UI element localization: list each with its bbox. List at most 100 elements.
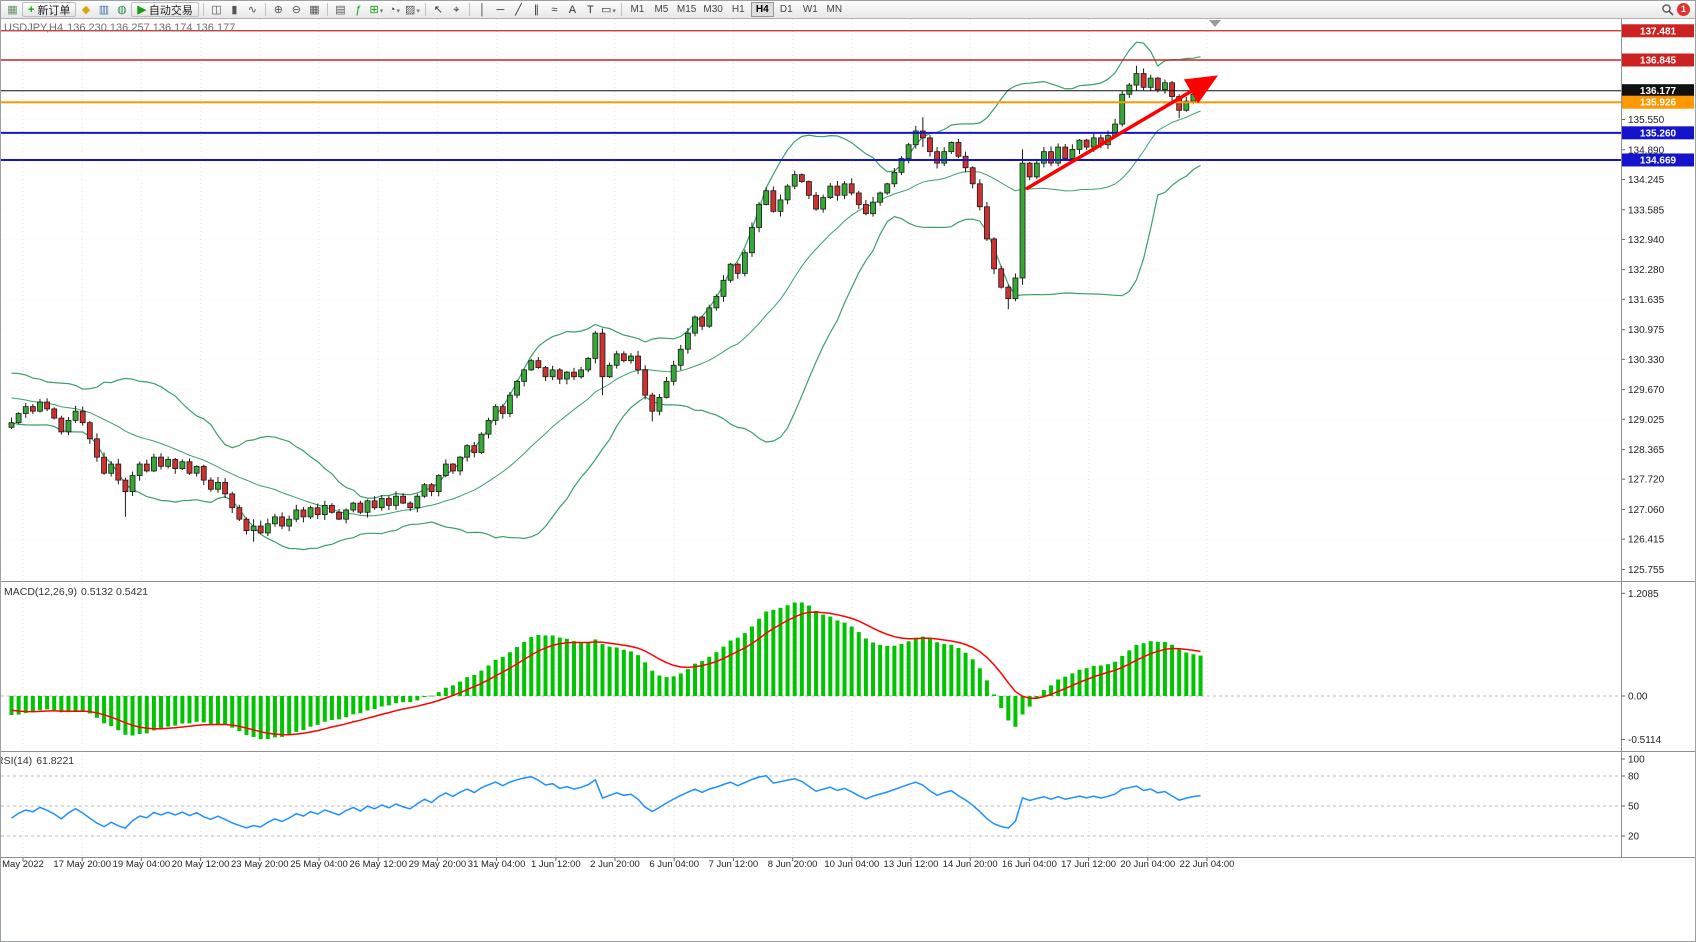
shapes-icon-dropdown: ▾ bbox=[612, 8, 616, 15]
rsi-value: 61.8221 bbox=[36, 755, 75, 767]
macd-bar bbox=[970, 659, 975, 696]
macd-bar bbox=[287, 696, 292, 736]
candle-body bbox=[976, 183, 983, 208]
macd-bar bbox=[258, 696, 263, 740]
zoom-out-icon[interactable]: ⊖ bbox=[291, 4, 302, 16]
macd-bar bbox=[707, 656, 712, 696]
chart-window-icon[interactable]: ▦ bbox=[7, 4, 18, 16]
candle-body bbox=[656, 397, 663, 412]
macd-bar bbox=[137, 696, 142, 734]
horizontal-line-icon[interactable]: ─ bbox=[496, 4, 505, 16]
macd-bar bbox=[173, 696, 178, 726]
price-badge-label: 135.260 bbox=[1640, 128, 1677, 139]
bar-chart-icon[interactable]: ◫ bbox=[211, 4, 222, 16]
bollinger-middle-band bbox=[11, 110, 1201, 517]
candlestick-chart-icon[interactable]: ▮ bbox=[231, 4, 238, 16]
candle-body bbox=[1069, 148, 1076, 159]
macd-bar bbox=[586, 642, 591, 696]
candle-body bbox=[841, 183, 848, 196]
timeframe-mn[interactable]: MN bbox=[826, 4, 843, 15]
macd-bar bbox=[73, 696, 78, 711]
text-icon[interactable]: A bbox=[568, 4, 577, 16]
macd-bar bbox=[109, 696, 114, 727]
fibonacci-icon[interactable]: ≈ bbox=[551, 4, 558, 16]
macd-bar bbox=[52, 696, 57, 710]
indicators-icon[interactable]: ƒ bbox=[355, 4, 362, 16]
toolbar-separator bbox=[424, 3, 426, 16]
vertical-line-icon[interactable]: │ bbox=[478, 4, 486, 16]
navigator-icon[interactable]: ◍ bbox=[117, 4, 127, 16]
time-label: 2 Jun 20:00 bbox=[590, 859, 640, 870]
layouts-icon[interactable]: ◆ bbox=[81, 4, 91, 16]
macd-bar bbox=[899, 644, 904, 696]
macd-bar bbox=[102, 696, 107, 724]
candle-body bbox=[891, 171, 898, 185]
templates-icon[interactable]: ▨▾ bbox=[404, 4, 420, 16]
timeframe-w1[interactable]: W1 bbox=[802, 4, 818, 15]
toolbar-separator bbox=[202, 3, 204, 16]
macd-bar bbox=[166, 696, 171, 727]
timeframe-m30[interactable]: M30 bbox=[703, 4, 723, 15]
timeframe-m5[interactable]: M5 bbox=[654, 4, 669, 15]
candle-body bbox=[927, 137, 933, 153]
auto-arrange-icon[interactable]: ▤ bbox=[335, 4, 346, 16]
macd-bar bbox=[151, 696, 156, 731]
text-label-icon[interactable]: T bbox=[587, 4, 594, 16]
candle-body bbox=[635, 355, 641, 371]
macd-bar bbox=[693, 663, 698, 696]
chart-shift-marker[interactable] bbox=[1209, 20, 1221, 27]
macd-bar bbox=[849, 626, 854, 696]
line-chart-icon[interactable]: ∿ bbox=[247, 4, 258, 16]
candle-body bbox=[905, 144, 912, 159]
price-badge bbox=[1622, 153, 1694, 167]
price-badge bbox=[1622, 24, 1694, 38]
cursor-icon[interactable]: ↖ bbox=[433, 4, 444, 16]
periods-icon[interactable]: ◔▾ bbox=[388, 4, 400, 16]
macd-bar bbox=[337, 696, 342, 720]
auto-trading-button[interactable]: ▶ 自动交易 bbox=[131, 2, 199, 17]
macd-bar bbox=[885, 645, 890, 696]
macd-bar bbox=[949, 644, 954, 696]
timeframe-m15[interactable]: M15 bbox=[676, 4, 697, 15]
macd-bar bbox=[30, 696, 35, 713]
shapes-icon[interactable]: ▭▾ bbox=[600, 4, 616, 16]
tile-windows-icon[interactable]: ▦ bbox=[309, 4, 320, 16]
macd-bar bbox=[386, 696, 391, 706]
market-watch-icon[interactable]: ▥ bbox=[98, 4, 110, 16]
candle-body bbox=[37, 401, 43, 412]
zoom-in-icon[interactable]: ⊕ bbox=[273, 4, 284, 16]
notification-badge[interactable]: 1 bbox=[1677, 3, 1690, 16]
candle-body bbox=[941, 151, 948, 164]
macd-bar bbox=[45, 696, 50, 710]
timeframe-d1[interactable]: D1 bbox=[779, 4, 793, 15]
macd-bar bbox=[1120, 655, 1125, 696]
candle-body bbox=[884, 183, 891, 194]
channel-icon[interactable]: ∥ bbox=[533, 4, 540, 16]
candle-body bbox=[628, 355, 634, 362]
candle-body bbox=[343, 509, 350, 520]
macd-bar bbox=[1162, 641, 1167, 696]
price-axis-label: 129.670 bbox=[1628, 385, 1665, 396]
price-axis-label: 132.940 bbox=[1628, 235, 1665, 246]
price-badge-label: 136.845 bbox=[1640, 56, 1677, 67]
trendline-icon[interactable]: ╱ bbox=[515, 4, 522, 16]
macd-bar bbox=[208, 696, 213, 724]
new-order-button[interactable]: + 新订单 bbox=[22, 2, 77, 17]
candle-body bbox=[44, 401, 50, 410]
search-icon[interactable] bbox=[1659, 2, 1676, 17]
candle-body bbox=[357, 502, 364, 513]
add-indicator-icon[interactable]: ⊞▾ bbox=[369, 4, 384, 16]
timeframe-h4[interactable]: H4 bbox=[750, 2, 774, 17]
macd-scale-label: 0.00 bbox=[1628, 692, 1648, 703]
timeframe-m1[interactable]: M1 bbox=[630, 4, 645, 15]
toolbar-separator bbox=[620, 3, 622, 16]
crosshair-icon[interactable]: ⌖ bbox=[453, 4, 460, 16]
macd-bar bbox=[23, 696, 28, 714]
candle-body bbox=[685, 332, 691, 350]
candle-body bbox=[969, 167, 976, 185]
candle-body bbox=[1012, 277, 1019, 300]
trend-arrow[interactable] bbox=[1025, 75, 1219, 191]
timeframe-h1[interactable]: H1 bbox=[731, 4, 745, 15]
candle-body bbox=[962, 155, 969, 169]
